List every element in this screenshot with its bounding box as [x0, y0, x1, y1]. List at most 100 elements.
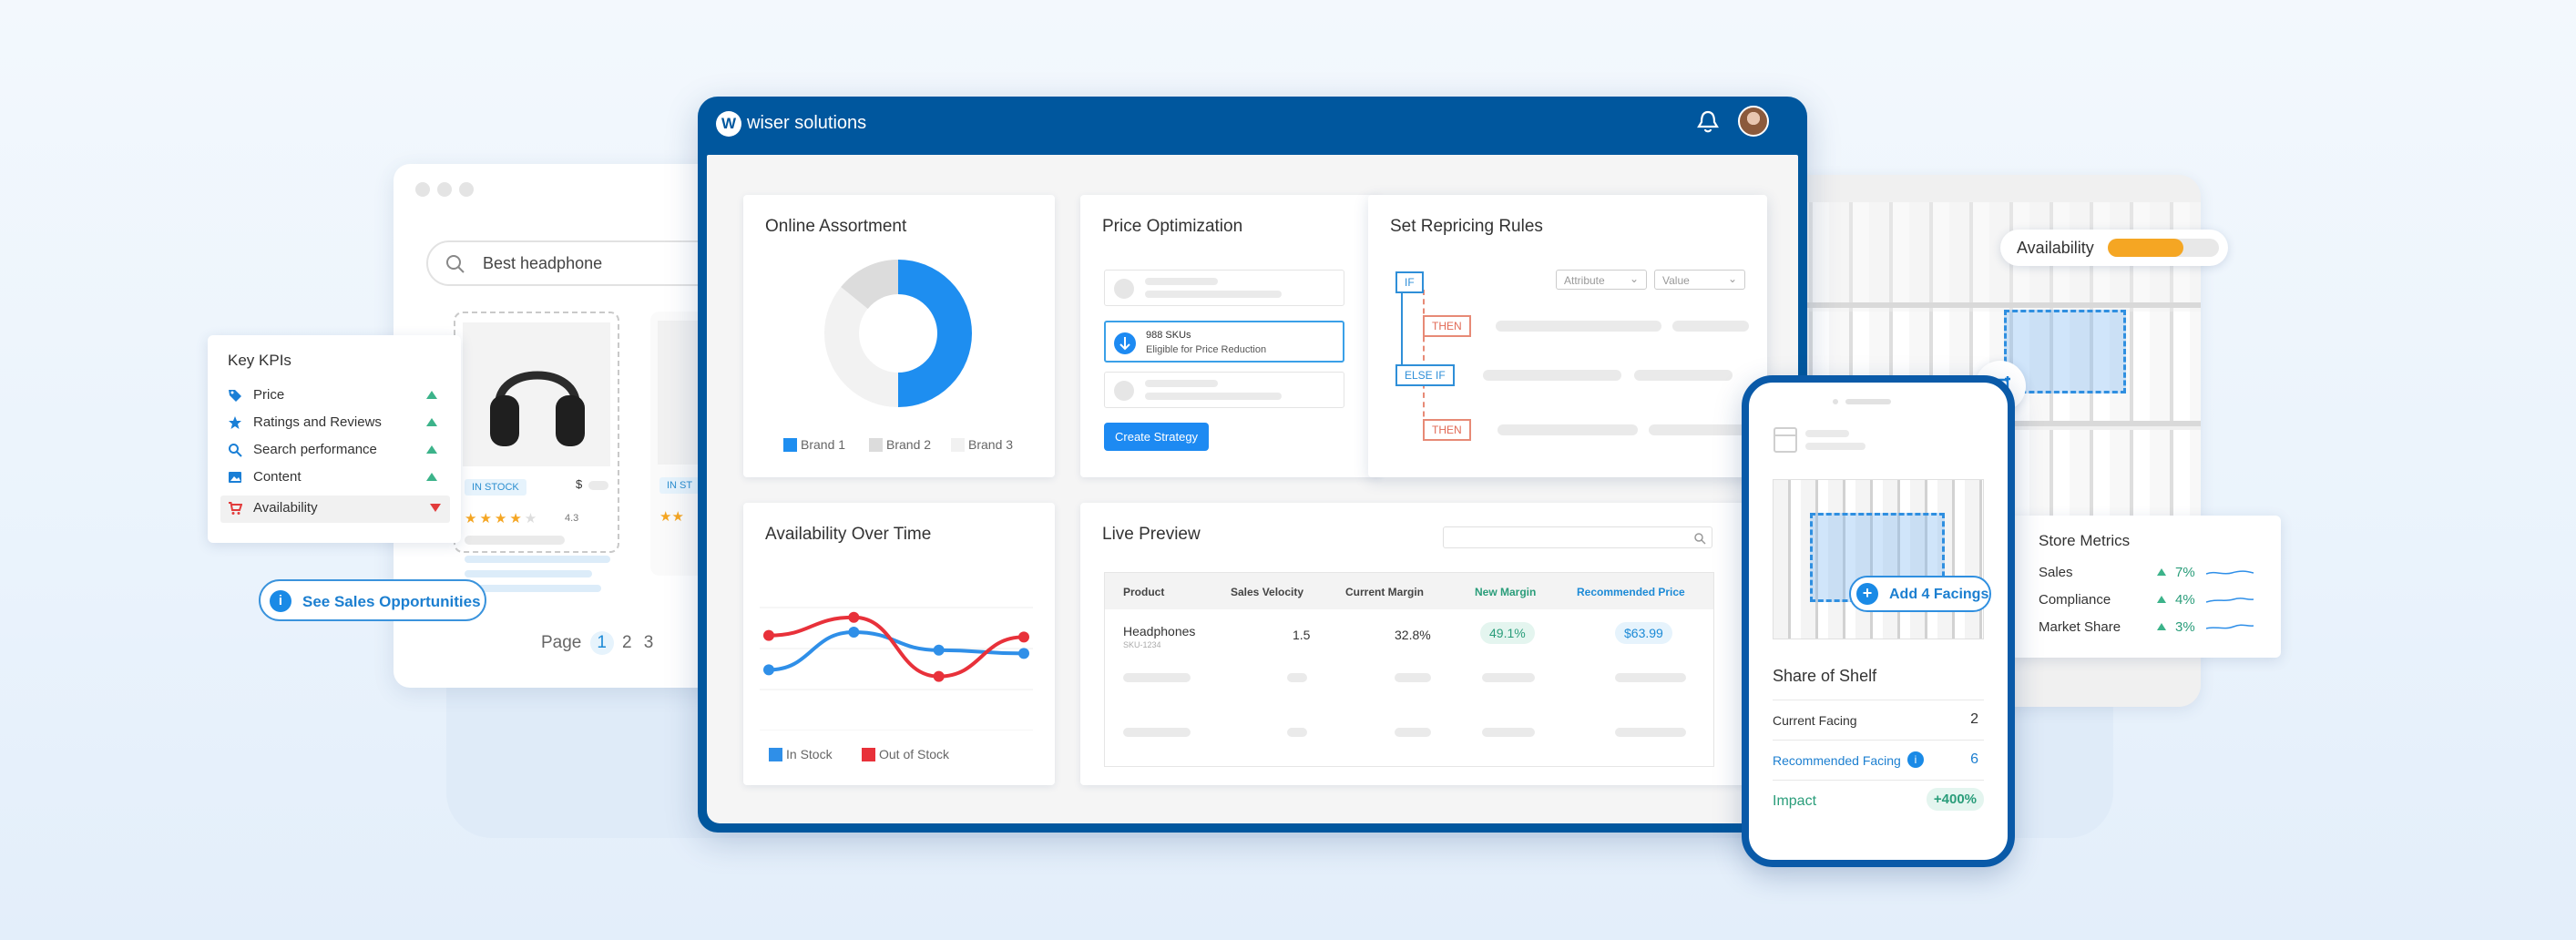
logo-mark: W: [716, 111, 741, 137]
phone-shelf-image: [1773, 479, 1984, 639]
trend-up-icon: [2157, 623, 2166, 630]
kpi-row-search[interactable]: Search performance: [228, 437, 446, 463]
data-point: [1018, 648, 1029, 659]
then-tag[interactable]: THEN: [1423, 419, 1471, 441]
share-of-shelf-title: Share of Shelf: [1773, 667, 1877, 685]
avatar[interactable]: [1738, 106, 1769, 137]
rating-stars: ★★★★★: [465, 511, 540, 526]
metric-row: Compliance 4%: [2039, 592, 2266, 608]
chevron-down-icon: ⌄: [1727, 272, 1737, 285]
add-facings-button[interactable]: + Add 4 Facings: [1849, 576, 1991, 612]
search-icon: [446, 255, 465, 273]
strategy-option[interactable]: [1104, 372, 1344, 408]
card-title: Availability Over Time: [765, 525, 932, 544]
data-point: [848, 627, 860, 638]
legend-item: Brand 1: [783, 437, 845, 452]
info-icon[interactable]: i: [1907, 751, 1924, 768]
metric-label: Compliance: [2039, 592, 2111, 608]
legend-swatch: [783, 438, 797, 452]
legend-label: Brand 2: [886, 437, 932, 452]
dropdown-placeholder: Value: [1662, 274, 1690, 287]
rating-stars: ★★: [659, 509, 684, 525]
product-card[interactable]: IN STOCK $ ★★★★★ 4.3: [454, 312, 619, 553]
recommended-facing-row: Recommended Facing i 6: [1773, 740, 1984, 778]
availability-line-chart: [760, 607, 1033, 731]
legend-item: In Stock: [769, 747, 833, 761]
then-tag[interactable]: THEN: [1423, 315, 1471, 337]
kpi-row-availability[interactable]: Availability: [220, 496, 450, 523]
window-dot: [459, 182, 474, 197]
if-tag[interactable]: IF: [1395, 271, 1424, 293]
trend-up-icon: [426, 445, 437, 454]
table-header: [1105, 573, 1713, 609]
trend-up-icon: [426, 418, 437, 426]
live-preview-card: Live Preview Product Sales Velocity Curr…: [1080, 503, 1785, 785]
store-metrics-card: Store Metrics Sales 7% Compliance 4% Marke…: [2011, 516, 2281, 658]
page-label: Page: [541, 633, 582, 652]
series-line-1: [768, 615, 1025, 679]
column-header: Product: [1123, 586, 1165, 598]
metric-value: 3%: [2175, 619, 2195, 635]
donut-chart: [824, 260, 972, 407]
availability-over-time-card: Availability Over Time In Stock Out of S…: [743, 503, 1055, 785]
data-point: [933, 644, 945, 656]
plus-icon: +: [1856, 583, 1878, 605]
legend-swatch: [951, 438, 965, 452]
product-sku: SKU-1234: [1123, 640, 1161, 649]
headphones-icon: [490, 371, 585, 446]
kpi-label: Ratings and Reviews: [253, 414, 382, 430]
page-2[interactable]: 2: [621, 633, 632, 652]
column-header: New Margin: [1475, 586, 1537, 598]
page-3[interactable]: 3: [643, 633, 654, 652]
product-name: Headphones: [1123, 624, 1196, 639]
impact-row: Impact +400%: [1773, 780, 1984, 818]
bell-icon[interactable]: [1696, 109, 1720, 135]
sparkline: [2206, 570, 2254, 575]
strategy-option-selected[interactable]: 988 SKUs Eligible for Price Reduction: [1104, 321, 1344, 363]
kpi-row-ratings[interactable]: Ratings and Reviews: [228, 410, 446, 435]
column-header: Sales Velocity: [1231, 586, 1304, 598]
product-image: [463, 322, 610, 466]
kpi-label: Price: [253, 387, 285, 403]
legend-item: Brand 2: [869, 437, 931, 452]
legend-label: Brand 1: [801, 437, 846, 452]
kpi-row-price[interactable]: Price: [228, 383, 446, 408]
value-dropdown[interactable]: Value ⌄: [1654, 270, 1745, 290]
chevron-down-icon: ⌄: [1629, 272, 1639, 285]
legend-label: Brand 3: [968, 437, 1014, 452]
star-icon: [229, 416, 241, 429]
row-value: 6: [1970, 751, 1978, 767]
dropdown-placeholder: Attribute: [1564, 274, 1605, 287]
legend-label: Out of Stock: [879, 747, 950, 761]
data-point: [763, 629, 774, 641]
attribute-dropdown[interactable]: Attribute ⌄: [1556, 270, 1647, 290]
phone-speaker: [1845, 399, 1891, 404]
create-strategy-button[interactable]: Create Strategy: [1104, 423, 1210, 451]
search-input[interactable]: Best headphone: [426, 240, 721, 286]
data-point: [763, 664, 774, 676]
availability-track: [2108, 239, 2219, 257]
stock-badge: IN STOCK: [465, 479, 526, 496]
preview-table: Product Sales Velocity Current Margin Ne…: [1104, 572, 1714, 767]
strategy-option[interactable]: [1104, 270, 1344, 306]
info-icon: i: [270, 590, 291, 612]
metric-value: 7%: [2175, 565, 2195, 580]
else-if-tag[interactable]: ELSE IF: [1395, 364, 1455, 386]
online-assortment-card: Online Assortment Brand 1 Brand 2 Brand …: [743, 195, 1055, 477]
search-icon: [229, 444, 242, 457]
data-point: [1018, 631, 1029, 643]
rating-value: 4.3: [565, 513, 579, 524]
preview-search-input[interactable]: [1443, 526, 1712, 548]
availability-indicator: Availability: [2000, 230, 2228, 266]
page-1[interactable]: 1: [589, 631, 614, 655]
kpi-row-content[interactable]: Content: [228, 465, 446, 490]
metric-label: Sales: [2039, 565, 2073, 580]
see-sales-opportunities-button[interactable]: i See Sales Opportunities: [259, 579, 486, 621]
trend-up-icon: [2157, 568, 2166, 576]
row-label: Recommended Facing: [1773, 753, 1901, 768]
legend-label: In Stock: [786, 747, 833, 761]
column-header: Current Margin: [1345, 586, 1425, 598]
cart-icon: [229, 502, 242, 515]
